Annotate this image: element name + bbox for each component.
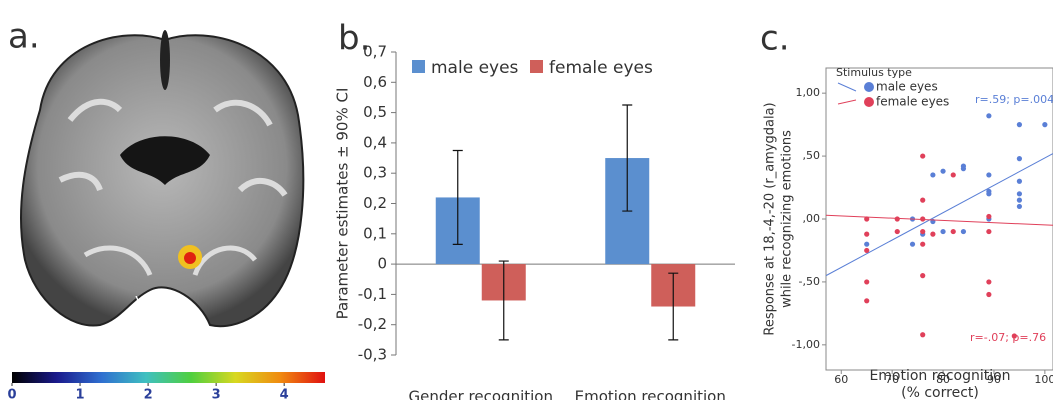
legend-label: male eyes (431, 58, 519, 78)
point (961, 229, 966, 234)
y-tick-label: 1,00 (796, 86, 821, 99)
brain-image (21, 30, 303, 326)
x-axis-label: Emotion recognition (869, 368, 1010, 384)
y-axis-label: Parameter estimates ± 90% CI (334, 88, 352, 320)
point (986, 113, 991, 118)
point (986, 172, 991, 177)
y-tick-label: -0,2 (358, 315, 387, 333)
point (986, 191, 991, 196)
point (920, 198, 925, 203)
legend-marker (864, 97, 874, 107)
y-tick-label: 0 (377, 255, 387, 273)
point (1017, 156, 1022, 161)
point (1017, 191, 1022, 196)
point (1042, 122, 1047, 127)
y-tick-label: 0,3 (363, 164, 387, 182)
y-axis-label: while recognizing emotions (780, 130, 795, 308)
legend-label: female eyes (876, 95, 949, 109)
y-tick-label: 0,6 (363, 73, 387, 91)
point (951, 229, 956, 234)
legend-swatch (530, 60, 543, 73)
point (986, 279, 991, 284)
x-axis-label: (% correct) (901, 385, 979, 400)
point (1017, 198, 1022, 203)
legend-label: male eyes (876, 80, 938, 94)
legend-title: Stimulus type (836, 66, 912, 79)
x-tick-label: 100 (1034, 373, 1053, 386)
slice-label: y=-4 (135, 291, 171, 309)
colorbar-tick-label: 4 (280, 388, 289, 400)
point (930, 172, 935, 177)
point (864, 279, 869, 284)
point (940, 169, 945, 174)
x-tick-label: 60 (834, 373, 848, 386)
point (920, 242, 925, 247)
point (1017, 179, 1022, 184)
point (986, 292, 991, 297)
point (961, 166, 966, 171)
point (864, 242, 869, 247)
point (920, 153, 925, 158)
y-tick-label: ,00 (803, 212, 821, 225)
point (920, 229, 925, 234)
colorbar-tick-label: 1 (76, 388, 85, 400)
point (940, 229, 945, 234)
fit-annotation: r=.59; p=.004 (975, 93, 1053, 106)
y-axis-label: Response at 18,-4,-20 (r_amygdala) (763, 102, 778, 335)
point (910, 242, 915, 247)
y-tick-label: -1,00 (792, 338, 820, 351)
legend-swatch (412, 60, 425, 73)
point (920, 216, 925, 221)
point (864, 248, 869, 253)
point (1017, 122, 1022, 127)
colorbar-tick-label: 0 (7, 388, 16, 400)
y-tick-label: -,50 (799, 275, 820, 288)
point (920, 332, 925, 337)
point (864, 298, 869, 303)
colorbar (12, 372, 325, 383)
fit-annotation: r=-.07; p=.76 (970, 331, 1046, 344)
colorbar-tick-label: 2 (144, 388, 153, 400)
y-tick-label: -0,3 (358, 346, 387, 364)
panel-label: a. (8, 17, 40, 57)
y-tick-label: 0,5 (363, 103, 387, 121)
point (864, 216, 869, 221)
legend-label: female eyes (549, 58, 653, 78)
point (1017, 204, 1022, 209)
point (930, 232, 935, 237)
y-tick-label: ,50 (803, 149, 821, 162)
point (920, 273, 925, 278)
point (986, 214, 991, 219)
point (986, 229, 991, 234)
figure: a. y=-4 b. c. 01234-0,3-0,2-0,100,10,20,… (0, 0, 1053, 400)
legend-marker (864, 82, 874, 92)
y-tick-label: -0,1 (358, 285, 387, 303)
x-tick-label: Emotion recognition (575, 388, 726, 400)
y-tick-label: 0,2 (363, 194, 387, 212)
point (895, 229, 900, 234)
point (864, 232, 869, 237)
point (895, 216, 900, 221)
x-tick-label: Gender recognition (409, 388, 553, 400)
point (951, 172, 956, 177)
y-tick-label: 0,1 (363, 224, 387, 242)
plot-area (826, 68, 1053, 370)
colorbar-tick-label: 3 (212, 388, 221, 400)
y-tick-label: 0,7 (363, 43, 387, 61)
panel-label: c. (760, 19, 790, 59)
y-tick-label: 0,4 (363, 133, 387, 151)
